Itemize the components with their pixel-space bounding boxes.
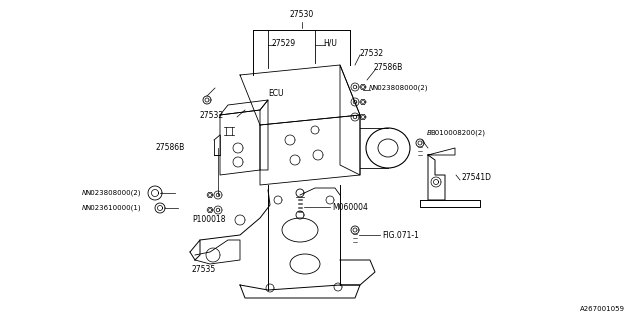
Text: 27586B: 27586B bbox=[155, 143, 184, 153]
Text: B: B bbox=[427, 130, 432, 136]
Text: P100018: P100018 bbox=[192, 215, 225, 225]
Text: 27541D: 27541D bbox=[462, 173, 492, 182]
Text: 27535: 27535 bbox=[192, 266, 216, 275]
Text: 27530: 27530 bbox=[290, 10, 314, 19]
Text: N: N bbox=[82, 205, 87, 211]
Text: M060004: M060004 bbox=[332, 203, 368, 212]
Text: 27532: 27532 bbox=[360, 49, 384, 58]
Text: N023808000(2): N023808000(2) bbox=[85, 190, 141, 196]
Text: N023610000(1): N023610000(1) bbox=[85, 205, 141, 211]
Text: FIG.071-1: FIG.071-1 bbox=[382, 230, 419, 239]
Text: A267001059: A267001059 bbox=[580, 306, 625, 312]
Text: 27529: 27529 bbox=[272, 38, 296, 47]
Text: N: N bbox=[369, 85, 374, 91]
Text: 27532: 27532 bbox=[200, 110, 224, 119]
Text: 27586B: 27586B bbox=[374, 63, 403, 73]
Text: N: N bbox=[82, 190, 87, 196]
Text: H/U: H/U bbox=[323, 38, 337, 47]
Text: N023808000(2): N023808000(2) bbox=[372, 85, 428, 91]
Text: B010008200(2): B010008200(2) bbox=[430, 130, 485, 136]
Text: ECU: ECU bbox=[268, 89, 284, 98]
